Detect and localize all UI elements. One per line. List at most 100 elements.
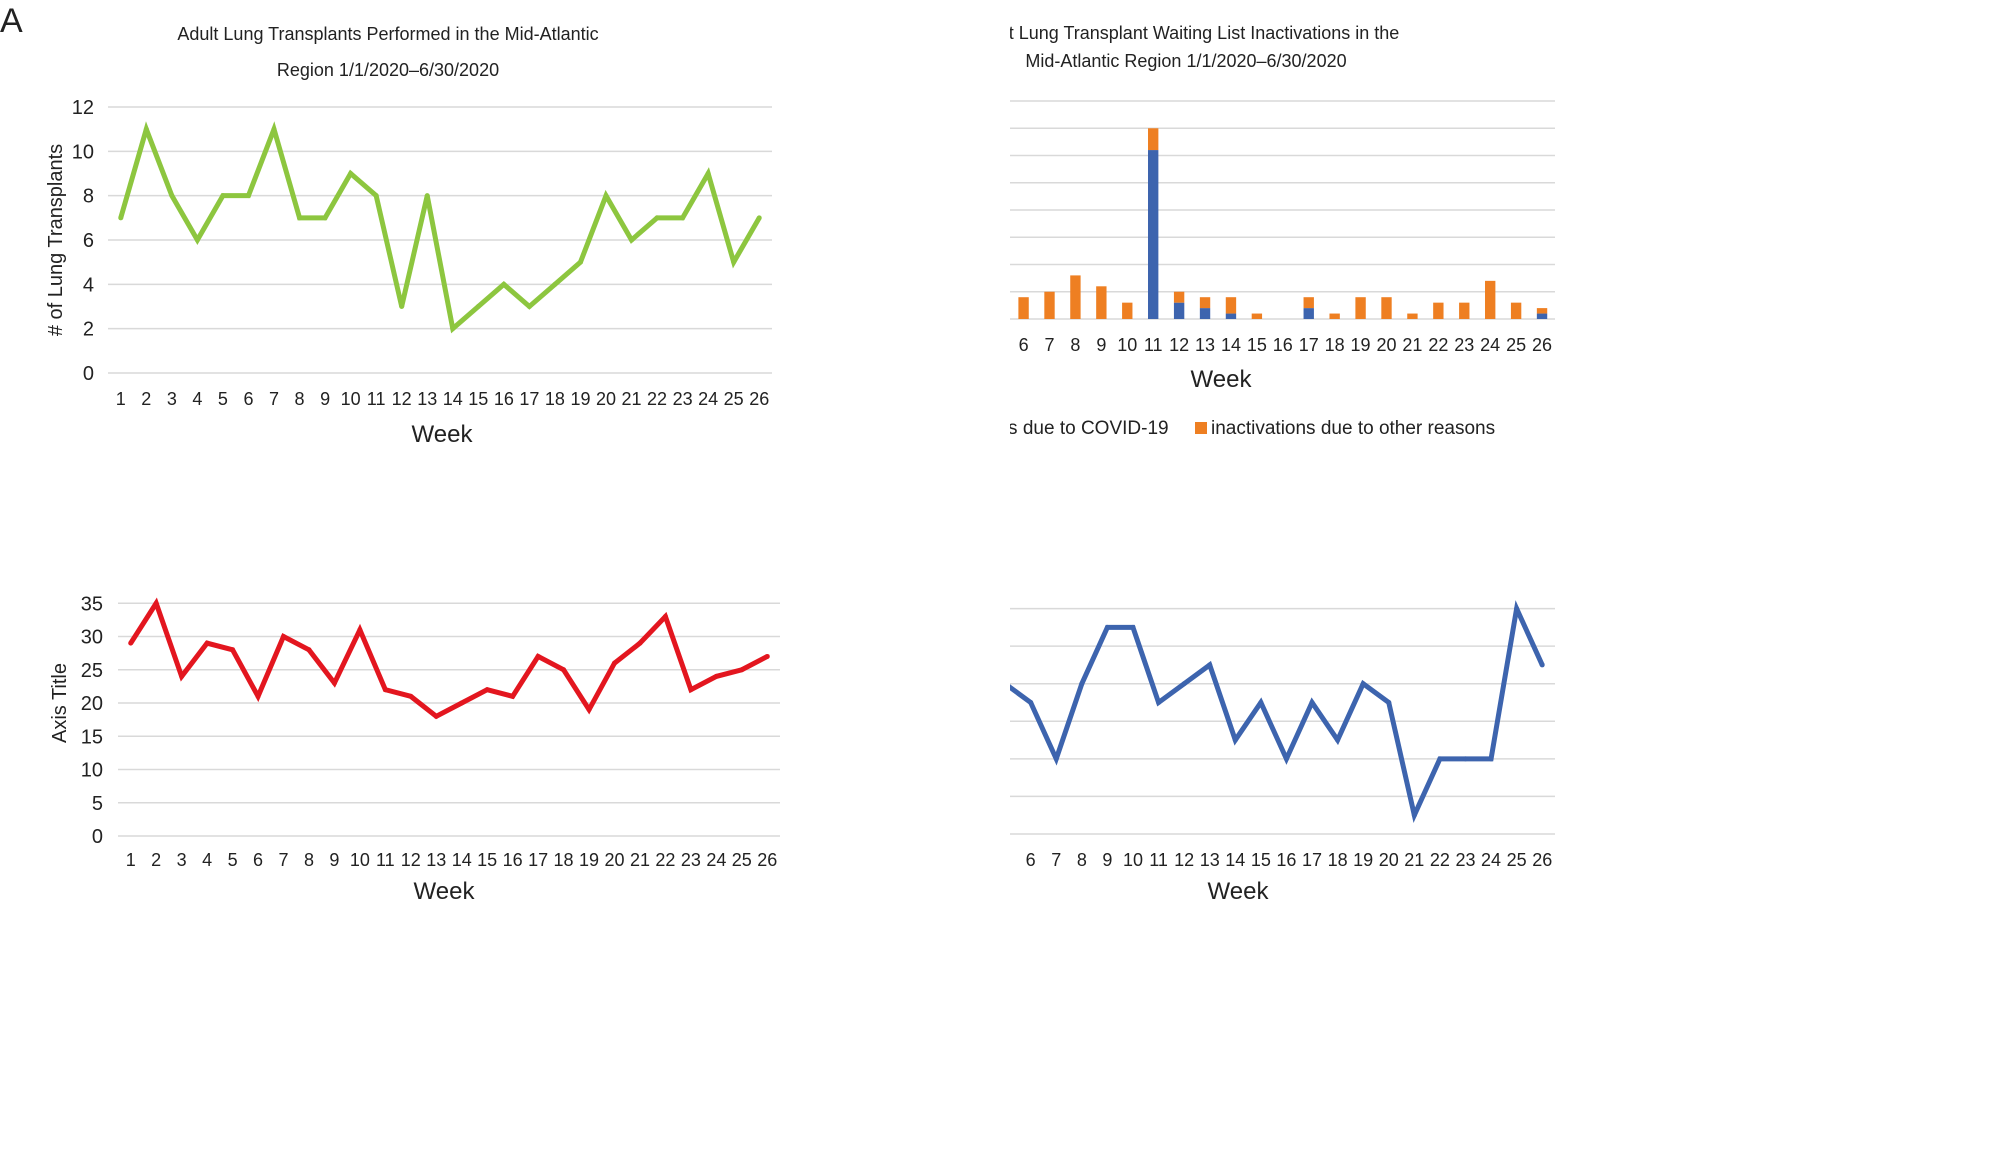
x-tick-label: 22 xyxy=(1430,850,1450,870)
data-point xyxy=(1540,662,1545,667)
y-tick-label: 5 xyxy=(92,793,103,815)
data-point xyxy=(169,193,174,198)
data-point xyxy=(220,193,225,198)
x-tick-label: 25 xyxy=(732,850,752,870)
data-point xyxy=(459,701,464,706)
x-tick-label: 5 xyxy=(218,389,228,409)
bar-segment-covid xyxy=(1200,308,1210,319)
chart-title-line: Mid-Atlantic Region 1/1/2020–6/30/2020 xyxy=(1025,51,1346,71)
data-point xyxy=(357,627,362,632)
data-point xyxy=(629,238,634,243)
y-tick-label: 8 xyxy=(83,186,94,208)
data-point xyxy=(246,193,251,198)
bar-segment-other xyxy=(1096,286,1106,319)
bar-segment-other xyxy=(1407,314,1417,319)
data-point xyxy=(1310,700,1315,705)
x-tick-label: 10 xyxy=(350,850,370,870)
x-axis-label: Week xyxy=(412,421,474,448)
x-tick-label: 10 xyxy=(1117,335,1137,355)
data-point xyxy=(179,674,184,679)
data-point xyxy=(297,215,302,220)
x-tick-label: 7 xyxy=(1044,335,1054,355)
y-axis-label: # of Lung Transplants xyxy=(45,144,67,336)
bar-segment-other xyxy=(1148,128,1158,150)
bar-segment-other xyxy=(1174,292,1184,303)
x-tick-label: 2 xyxy=(141,389,151,409)
x-tick-label: 13 xyxy=(426,850,446,870)
x-tick-label: 6 xyxy=(253,850,263,870)
data-point xyxy=(332,681,337,686)
y-tick-label: 30 xyxy=(81,627,103,649)
x-tick-label: 6 xyxy=(1019,335,1029,355)
bar-segment-other xyxy=(1537,308,1547,313)
data-point xyxy=(476,304,481,309)
x-axis-label: Week xyxy=(1191,366,1253,393)
x-tick-label: 15 xyxy=(1247,335,1267,355)
bar-segment-other xyxy=(1226,297,1236,313)
y-tick-label: 40 xyxy=(81,580,103,582)
x-tick-label: 24 xyxy=(1481,850,1501,870)
data-point xyxy=(578,260,583,265)
x-tick-label: 20 xyxy=(596,389,616,409)
data-point xyxy=(383,687,388,692)
data-point xyxy=(425,193,430,198)
data-point xyxy=(306,647,311,652)
x-tick-label: 7 xyxy=(278,850,288,870)
y-tick-label: 10 xyxy=(81,760,103,782)
data-point xyxy=(1489,756,1494,761)
data-point xyxy=(637,641,642,646)
x-tick-label: 9 xyxy=(329,850,339,870)
data-point xyxy=(118,215,123,220)
x-tick-label: 17 xyxy=(528,850,548,870)
bar-segment-covid xyxy=(1148,150,1158,319)
legend-item: inactivations due to other reasons xyxy=(1195,418,1495,439)
data-point xyxy=(527,304,532,309)
x-tick-label: 8 xyxy=(1077,850,1087,870)
data-point xyxy=(128,641,133,646)
series-line xyxy=(121,129,759,328)
data-point xyxy=(144,127,149,132)
data-point xyxy=(1182,681,1187,686)
x-tick-label: 21 xyxy=(630,850,650,870)
y-tick-label: 0 xyxy=(83,363,94,385)
x-tick-label: 6 xyxy=(1026,850,1036,870)
data-point xyxy=(1284,756,1289,761)
y-tick-label: 4 xyxy=(83,274,94,296)
x-tick-label: 23 xyxy=(1454,335,1474,355)
x-tick-label: 12 xyxy=(1169,335,1189,355)
x-tick-label: 21 xyxy=(622,389,642,409)
data-point xyxy=(757,215,762,220)
bar-segment-other xyxy=(1044,292,1054,319)
x-axis-label: Week xyxy=(1208,878,1270,905)
x-tick-label: 13 xyxy=(1195,335,1215,355)
x-tick-label: 20 xyxy=(1379,850,1399,870)
bar-segment-covid xyxy=(1537,314,1547,319)
bar-segment-other xyxy=(1122,303,1132,319)
data-point xyxy=(205,641,210,646)
chart-title-line: Adult Lung Transplants Performed in the … xyxy=(177,24,598,44)
data-point xyxy=(408,694,413,699)
data-point xyxy=(323,215,328,220)
x-tick-label: 16 xyxy=(1276,850,1296,870)
x-tick-label: 22 xyxy=(1428,335,1448,355)
x-tick-label: 7 xyxy=(269,389,279,409)
data-point xyxy=(1233,738,1238,743)
x-tick-label: 8 xyxy=(1070,335,1080,355)
x-tick-label: 26 xyxy=(1532,335,1552,355)
data-point xyxy=(663,614,668,619)
x-tick-label: 25 xyxy=(1506,335,1526,355)
data-point xyxy=(1105,625,1110,630)
data-point xyxy=(604,193,609,198)
x-tick-label: 11 xyxy=(1144,335,1163,355)
data-point xyxy=(1335,738,1340,743)
x-tick-label: 14 xyxy=(443,389,463,409)
x-tick-label: 11 xyxy=(376,850,395,870)
bar-segment-other xyxy=(1459,303,1469,319)
x-tick-label: 21 xyxy=(1402,335,1422,355)
data-point xyxy=(450,326,455,331)
x-tick-label: 21 xyxy=(1404,850,1424,870)
data-point xyxy=(256,694,261,699)
x-tick-label: 16 xyxy=(1273,335,1293,355)
